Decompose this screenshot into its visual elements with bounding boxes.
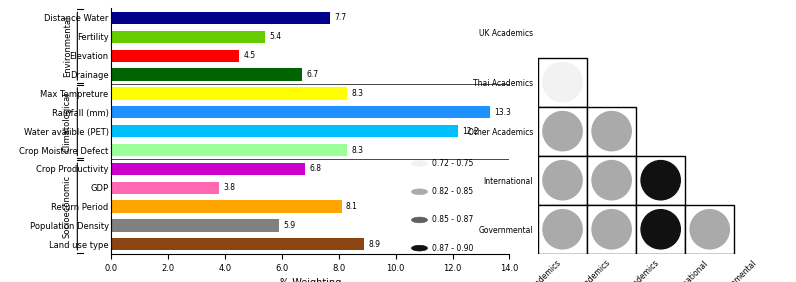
Bar xyxy=(111,201,341,213)
Bar xyxy=(538,58,587,107)
Bar xyxy=(587,107,636,156)
Text: Environmental: Environmental xyxy=(63,16,72,77)
Bar xyxy=(111,50,240,62)
Circle shape xyxy=(543,62,582,102)
Text: 3.8: 3.8 xyxy=(224,183,236,192)
Circle shape xyxy=(641,160,681,200)
Text: 4.5: 4.5 xyxy=(244,51,256,60)
Text: 0.72 - 0.75: 0.72 - 0.75 xyxy=(432,159,474,168)
Bar xyxy=(636,205,685,254)
Bar xyxy=(111,106,490,118)
Bar xyxy=(111,219,279,232)
Bar xyxy=(111,12,330,24)
Text: Socioeconomic: Socioeconomic xyxy=(63,175,72,238)
Bar xyxy=(587,156,636,205)
Text: 0.85 - 0.87: 0.85 - 0.87 xyxy=(432,215,474,224)
Text: 0.82 - 0.85: 0.82 - 0.85 xyxy=(432,187,474,196)
Text: 5.4: 5.4 xyxy=(269,32,281,41)
Bar xyxy=(111,163,305,175)
Text: 12.2: 12.2 xyxy=(462,127,479,136)
Bar xyxy=(111,238,365,250)
Circle shape xyxy=(592,210,631,249)
Circle shape xyxy=(592,160,631,200)
Bar xyxy=(538,107,587,156)
Bar xyxy=(111,144,347,156)
Bar xyxy=(636,156,685,205)
X-axis label: % Weighting: % Weighting xyxy=(279,278,341,282)
Text: 8.9: 8.9 xyxy=(369,240,380,249)
Bar xyxy=(111,68,302,81)
Text: 8.3: 8.3 xyxy=(352,89,364,98)
Bar xyxy=(111,125,458,137)
Circle shape xyxy=(543,210,582,249)
Text: 8.3: 8.3 xyxy=(352,146,364,155)
Circle shape xyxy=(690,210,729,249)
Bar xyxy=(538,205,587,254)
Bar xyxy=(685,205,734,254)
Circle shape xyxy=(592,111,631,151)
Text: 6.7: 6.7 xyxy=(306,70,318,79)
Bar xyxy=(111,31,265,43)
Text: 6.8: 6.8 xyxy=(309,164,321,173)
Bar xyxy=(111,182,220,194)
Text: 0.87 - 0.90: 0.87 - 0.90 xyxy=(432,244,474,253)
Bar xyxy=(111,87,347,100)
Circle shape xyxy=(543,160,582,200)
Circle shape xyxy=(641,210,681,249)
Text: Climatological: Climatological xyxy=(63,92,72,151)
Bar xyxy=(587,205,636,254)
Text: 8.1: 8.1 xyxy=(346,202,358,211)
Circle shape xyxy=(543,111,582,151)
Text: 7.7: 7.7 xyxy=(334,14,347,22)
Bar xyxy=(538,156,587,205)
Text: 13.3: 13.3 xyxy=(494,108,511,117)
Text: 5.9: 5.9 xyxy=(283,221,295,230)
